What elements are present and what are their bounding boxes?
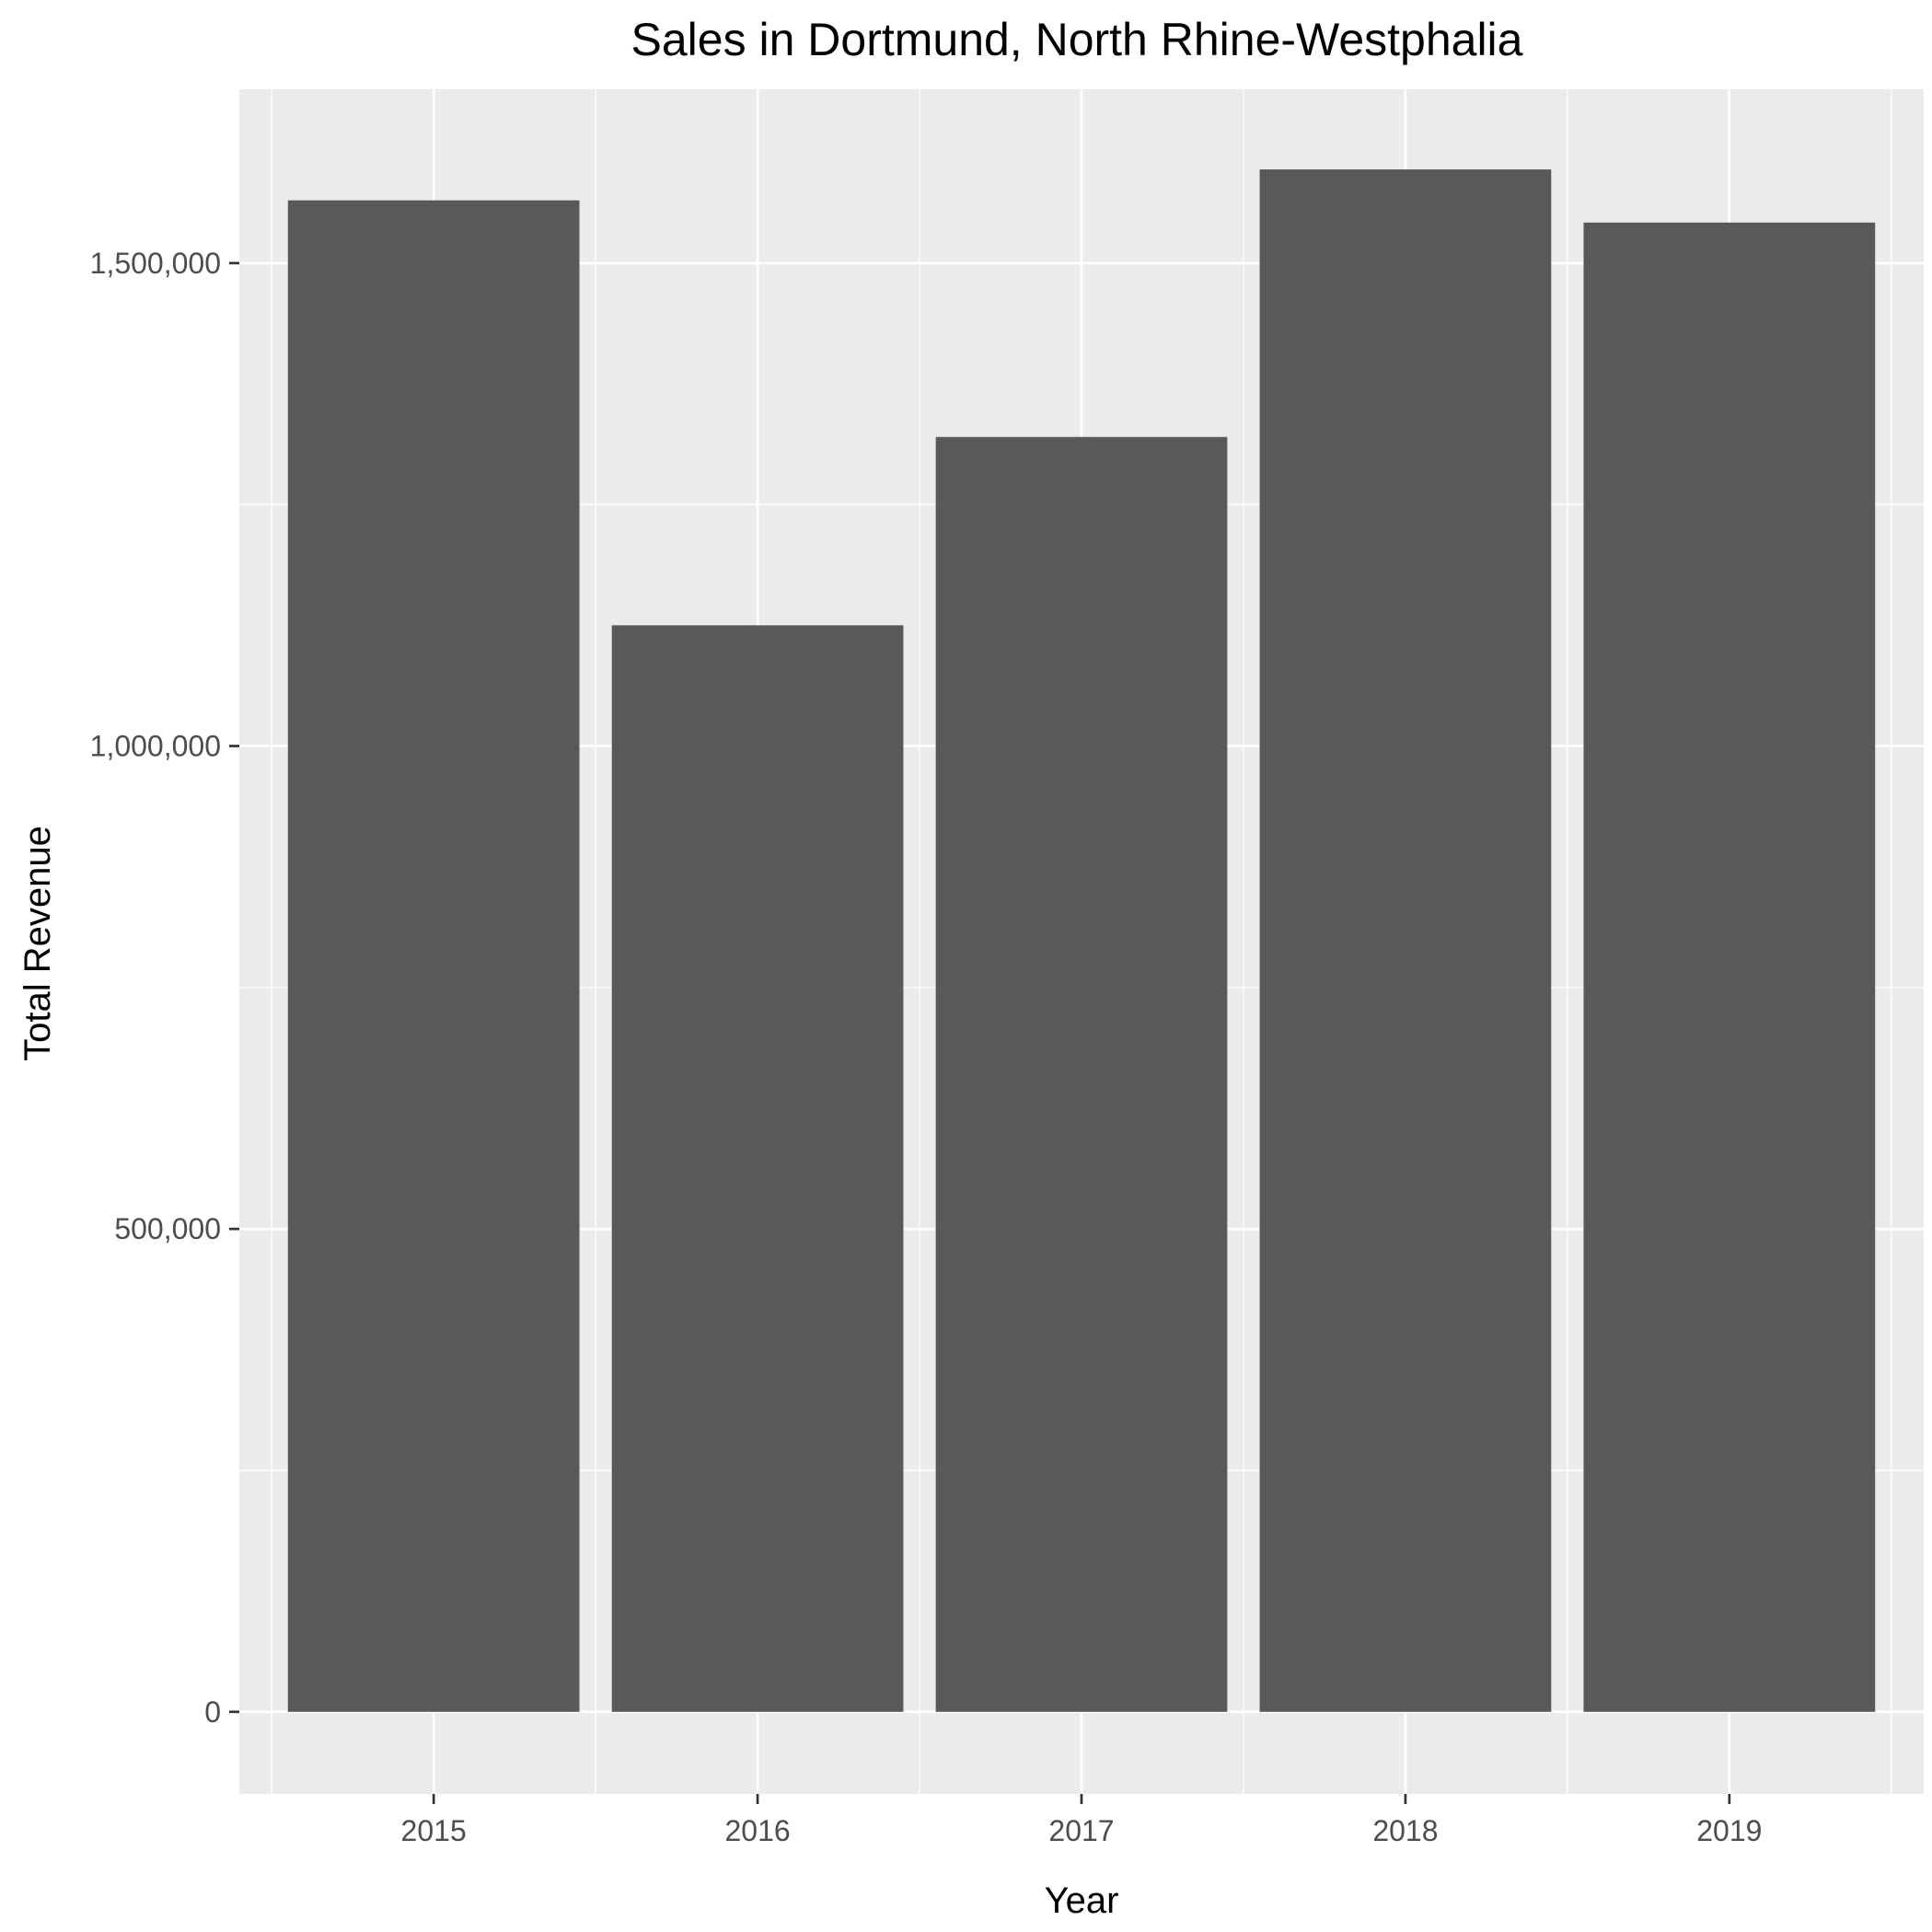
- x-tick-label: 2015: [401, 1814, 467, 1847]
- x-tick-label: 2016: [724, 1814, 790, 1847]
- y-axis: 0 500,000 1,000,000 1,500,000: [90, 247, 239, 1729]
- bars: [287, 169, 1876, 1712]
- x-tick-label: 2019: [1696, 1814, 1762, 1847]
- x-tick-label: 2017: [1048, 1814, 1114, 1847]
- x-axis: 2015 2016 2017 2018 2019: [401, 1794, 1762, 1847]
- y-tick-label: 0: [204, 1695, 221, 1729]
- bar-2015: [287, 200, 580, 1712]
- y-tick-label: 1,500,000: [90, 247, 221, 280]
- chart-title: Sales in Dortmund, North Rhine-Westphali…: [631, 14, 1523, 65]
- bar-2018: [1259, 169, 1552, 1712]
- y-tick-label: 1,000,000: [90, 730, 221, 763]
- x-tick-label: 2018: [1372, 1814, 1438, 1847]
- y-tick-label: 500,000: [114, 1212, 221, 1245]
- y-axis-title: Total Revenue: [17, 826, 58, 1061]
- bar-2019: [1583, 222, 1876, 1712]
- bar-2017: [935, 436, 1228, 1712]
- bar-2016: [611, 625, 904, 1712]
- x-axis-title: Year: [1045, 1880, 1119, 1921]
